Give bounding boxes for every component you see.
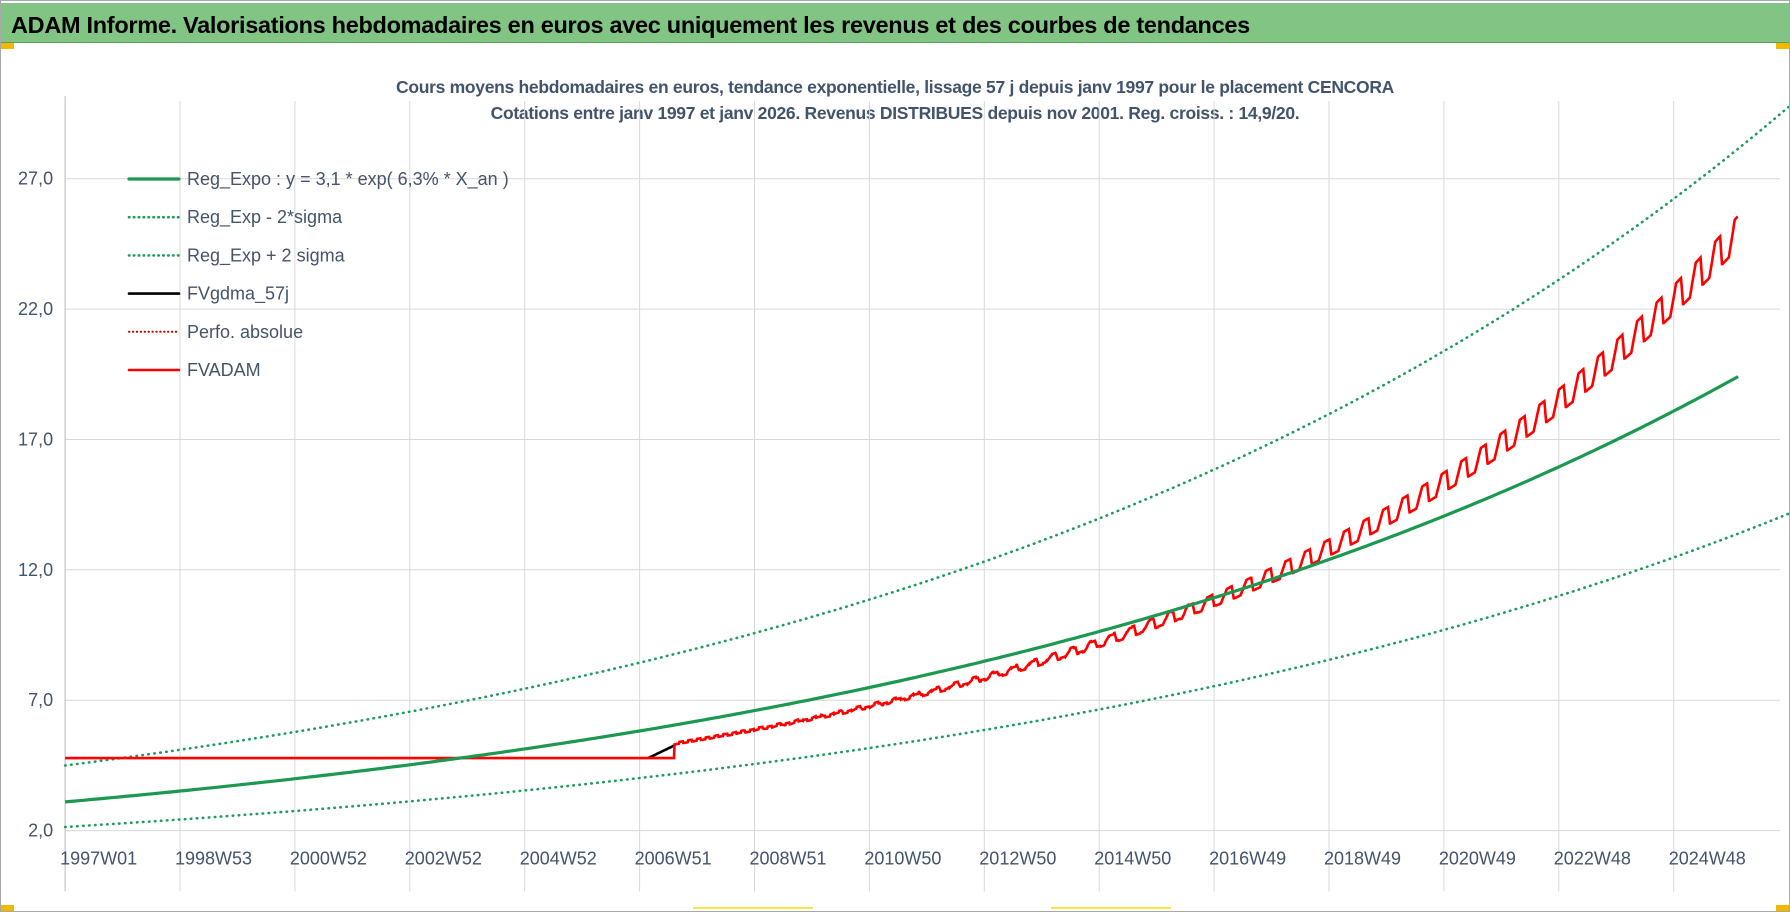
svg-text:17,0: 17,0 <box>18 430 53 450</box>
svg-text:2016W49: 2016W49 <box>1209 849 1286 869</box>
svg-text:2012W50: 2012W50 <box>979 849 1056 869</box>
svg-text:2010W50: 2010W50 <box>864 849 941 869</box>
svg-text:2006W51: 2006W51 <box>635 849 712 869</box>
svg-text:2,0: 2,0 <box>28 821 53 841</box>
svg-text:Perfo. absolue: Perfo. absolue <box>187 322 303 342</box>
svg-text:2014W50: 2014W50 <box>1094 849 1171 869</box>
svg-text:FVADAM: FVADAM <box>187 360 261 380</box>
svg-text:2004W52: 2004W52 <box>520 849 597 869</box>
svg-text:2000W52: 2000W52 <box>290 849 367 869</box>
svg-text:27,0: 27,0 <box>18 169 53 189</box>
svg-text:2002W52: 2002W52 <box>405 849 482 869</box>
svg-text:Reg_Exp - 2*sigma: Reg_Exp - 2*sigma <box>187 207 343 228</box>
svg-text:1998W53: 1998W53 <box>175 849 252 869</box>
svg-text:22,0: 22,0 <box>18 299 53 319</box>
svg-text:2018W49: 2018W49 <box>1324 849 1401 869</box>
svg-text:Reg_Exp + 2 sigma: Reg_Exp + 2 sigma <box>187 245 346 266</box>
svg-text:2022W48: 2022W48 <box>1554 849 1631 869</box>
svg-text:7,0: 7,0 <box>28 690 53 710</box>
svg-text:FVgdma_57j: FVgdma_57j <box>187 284 289 305</box>
svg-text:2008W51: 2008W51 <box>750 849 827 869</box>
svg-text:1997W01: 1997W01 <box>60 849 137 869</box>
svg-text:2024W48: 2024W48 <box>1669 849 1746 869</box>
svg-text:12,0: 12,0 <box>18 560 53 580</box>
svg-text:Reg_Expo : y = 3,1 * exp( 6,3%: Reg_Expo : y = 3,1 * exp( 6,3% * X_an ) <box>187 169 509 190</box>
svg-text:2020W49: 2020W49 <box>1439 849 1516 869</box>
